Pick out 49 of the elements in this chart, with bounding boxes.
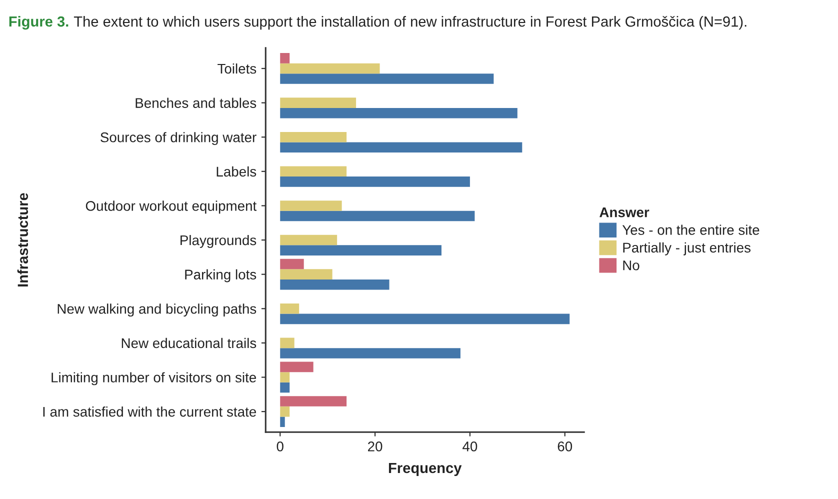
bar [280,132,347,142]
chart-title: The extent to which users support the installation of new infrastructure in Forest Park Grmoščica (N=91). [74,16,746,30]
bar [280,210,475,222]
x-tick-label: 20 [368,442,382,452]
y-tick-label: Limiting number of visitors on site [52,372,256,386]
bar [280,382,290,393]
bar [280,245,442,256]
bar [280,338,294,348]
y-tick-label: I am satisfied with the current state [43,406,256,417]
bar [280,63,380,74]
legend-label: Yes - on the entire site [622,224,760,235]
bar [280,98,356,108]
bar [280,166,347,177]
bar [280,416,285,427]
caption: Figure 3. [9,16,68,30]
bar [280,348,460,358]
bar [280,314,570,324]
bar [280,372,290,382]
bar [280,176,470,187]
bar [280,53,290,64]
bar [280,279,390,290]
legend-title: Answer [600,208,650,218]
bar [280,362,314,372]
y-tick-label: Outdoor workout equipment [86,200,257,214]
x-axis-title: Frequency [388,462,462,476]
y-tick-label: Toilets [218,63,256,74]
y-tick-label: Playgrounds [180,234,256,248]
x-tick-label: 60 [558,442,572,452]
bar [280,406,290,417]
bar [280,234,338,246]
y-tick-label: New educational trails [122,338,256,348]
bar [280,258,304,270]
bar [280,142,522,153]
y-tick-label: Labels [216,166,256,177]
bar [280,269,332,280]
bar [280,74,494,84]
y-tick-label: New walking and bicycling paths [58,304,256,317]
bar [280,200,342,211]
y-axis-title: Infrastructure [17,193,28,286]
x-tick-label: 0 [276,442,284,452]
legend-label: No [623,260,640,270]
legend-label: Partially - just entries [623,242,751,256]
x-tick-label: 40 [462,442,478,452]
y-tick-label: Benches and tables [136,98,256,108]
bar [280,303,300,314]
y-tick-label: Parking lots [185,269,256,282]
bar [280,108,518,118]
y-tick-label: Sources of drinking water [100,132,256,146]
bar [280,396,347,406]
